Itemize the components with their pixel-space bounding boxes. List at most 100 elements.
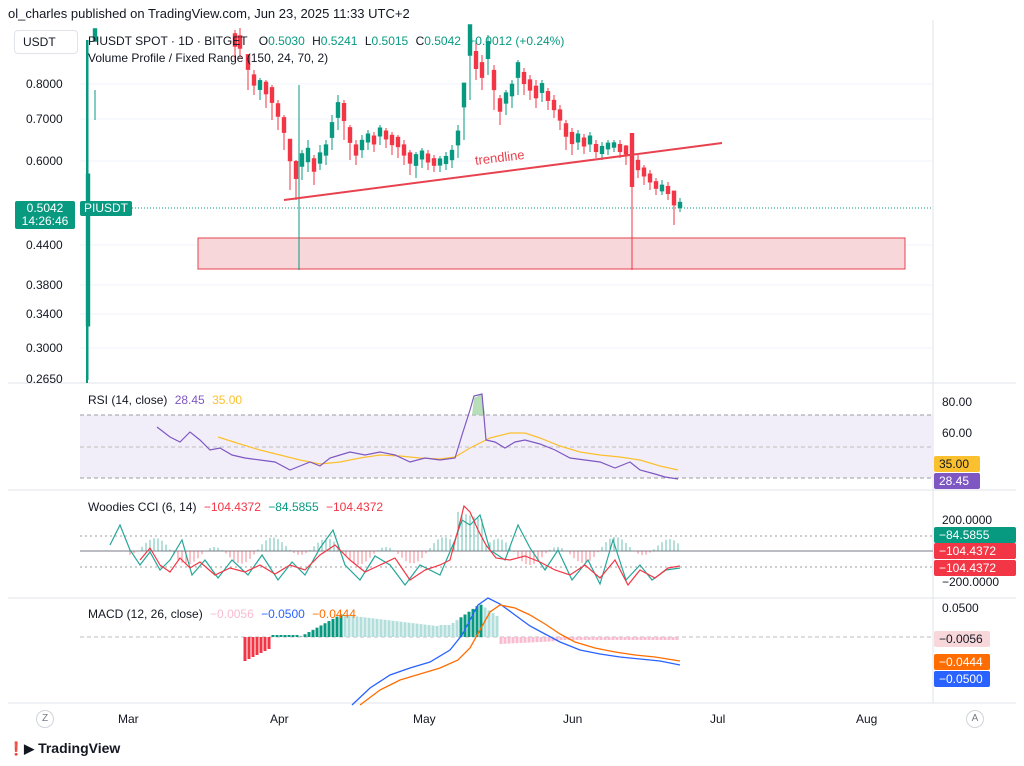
candle-body: [305, 147, 311, 163]
macd-bar: [495, 615, 499, 637]
candle-body: [455, 130, 461, 146]
candle-body: [635, 159, 641, 171]
macd-bar: [643, 637, 647, 640]
macd-bar: [523, 637, 527, 643]
macd-bar: [507, 637, 511, 644]
price-tick: 0.3800: [26, 278, 63, 292]
cci-badge-2: −104.4372: [934, 543, 1016, 559]
candle-body: [479, 62, 485, 78]
macd-bar: [591, 637, 595, 640]
candle-body: [467, 24, 473, 56]
macd-bar: [367, 617, 371, 637]
macd-bar: [535, 637, 539, 643]
macd-bar: [467, 611, 471, 637]
candle-body: [275, 103, 281, 117]
macd-bar: [463, 614, 467, 637]
candle-body: [617, 143, 623, 153]
high-label: H: [312, 34, 321, 48]
currency-selector[interactable]: USDT: [14, 30, 78, 54]
rsi-ma-value: 35.00: [212, 393, 243, 407]
macd-tick-top: 0.0500: [942, 601, 979, 615]
macd-bar: [263, 637, 267, 651]
macd-bar: [519, 637, 523, 643]
rsi-title: RSI (14, close): [88, 393, 168, 407]
macd-bar: [355, 616, 359, 637]
candle-body: [605, 142, 611, 150]
candle-body: [377, 127, 383, 137]
candle-body: [647, 173, 653, 183]
change-value: +0.0012 (+0.24%): [468, 34, 565, 48]
candle-body: [563, 123, 569, 137]
rsi-overbought-fill: [472, 394, 485, 415]
macd-bar: [595, 637, 599, 640]
macd-bar: [491, 613, 495, 637]
cci-turbo-line: [109, 513, 681, 586]
macd-bar: [287, 635, 291, 637]
macd-bar: [403, 622, 407, 637]
publisher-line: ol_charles published on TradingView.com,…: [8, 6, 410, 21]
candle-body: [329, 122, 335, 138]
candle-body: [623, 145, 629, 155]
auto-scale-button[interactable]: A: [966, 710, 984, 728]
macd-bar: [303, 634, 307, 637]
candle-body: [599, 145, 605, 155]
macd-bar: [663, 637, 667, 640]
macd-bar: [555, 637, 559, 642]
candle-body: [269, 87, 275, 103]
candle-body: [491, 69, 497, 91]
macd-bar: [615, 637, 619, 640]
cci-value-3: −104.4372: [325, 500, 384, 514]
candle-body: [347, 127, 353, 143]
macd-bar: [451, 622, 455, 637]
candle-body: [665, 185, 671, 195]
macd-bar: [423, 624, 427, 637]
cci-tick-top: 200.0000: [942, 513, 993, 527]
time-tick: Aug: [856, 712, 878, 726]
macd-bar: [391, 620, 395, 637]
cci-legend: Woodies CCI (6, 14) −104.4372 −84.5855 −…: [88, 500, 383, 514]
candle-body: [245, 54, 251, 70]
candle-body: [575, 133, 581, 143]
candle-body: [371, 135, 377, 145]
macd-title: MACD (12, 26, close): [88, 607, 203, 621]
macd-bar: [435, 626, 439, 637]
close-value: 0.5042: [424, 34, 461, 48]
time-tick: May: [413, 712, 436, 726]
candle-body: [443, 155, 449, 165]
brand-text: TradingView: [38, 740, 121, 756]
candle-body: [653, 181, 659, 189]
candle-body: [353, 144, 359, 156]
candle-body: [281, 117, 287, 133]
volume-profile-label[interactable]: Volume Profile / Fixed Range (150, 24, 7…: [88, 51, 329, 65]
macd-bar: [375, 618, 379, 637]
macd-value: −0.0500: [261, 607, 305, 621]
macd-bar: [415, 623, 419, 637]
last-price: 0.5042: [26, 201, 64, 215]
macd-bar: [243, 637, 247, 661]
candle-body: [611, 142, 617, 148]
macd-bar: [419, 624, 423, 637]
candle-body: [341, 103, 347, 121]
macd-bar: [295, 635, 299, 637]
candle-body: [659, 184, 665, 192]
price-tick: 0.3400: [26, 307, 63, 321]
zoom-button[interactable]: Z: [36, 710, 54, 728]
macd-bar: [447, 625, 451, 637]
symbol-line: PIUSDT SPOT · 1D · BITGET: [88, 34, 248, 48]
macd-bar: [343, 615, 347, 637]
candle-body: [545, 91, 551, 101]
price-tick: 0.6000: [26, 154, 63, 168]
macd-bar: [319, 625, 323, 637]
macd-bar: [627, 637, 631, 640]
candle-body: [237, 35, 243, 49]
time-tick: Jun: [563, 712, 583, 726]
candle-body: [671, 190, 677, 206]
macd-bar: [539, 637, 543, 642]
candle-body: [257, 80, 263, 90]
candle-body: [593, 143, 599, 153]
macd-bar: [515, 637, 519, 644]
tradingview-logo[interactable]: ❗▶ TradingView: [8, 740, 120, 757]
macd-bar: [499, 637, 503, 644]
macd-bar: [283, 635, 287, 637]
